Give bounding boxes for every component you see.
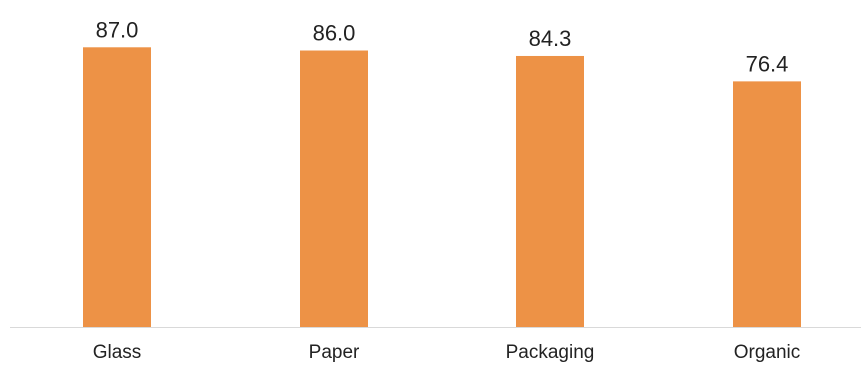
x-tick-labels-group: Glass Paper Packaging Organic <box>93 342 801 363</box>
bars-group <box>83 47 801 328</box>
data-label-paper: 86.0 <box>313 21 356 46</box>
bar-glass <box>83 47 151 328</box>
data-label-organic: 76.4 <box>746 51 789 76</box>
x-tick-label-paper: Paper <box>309 342 360 363</box>
data-label-packaging: 84.3 <box>529 26 572 51</box>
bar-packaging <box>516 55 584 328</box>
bar-paper <box>300 50 368 327</box>
data-label-glass: 87.0 <box>96 17 139 42</box>
x-tick-label-organic: Organic <box>734 342 801 363</box>
x-tick-label-glass: Glass <box>93 342 142 363</box>
bar-organic <box>733 81 801 328</box>
x-tick-label-packaging: Packaging <box>506 342 595 363</box>
data-labels-group: 87.0 86.0 84.3 76.4 <box>96 17 789 76</box>
